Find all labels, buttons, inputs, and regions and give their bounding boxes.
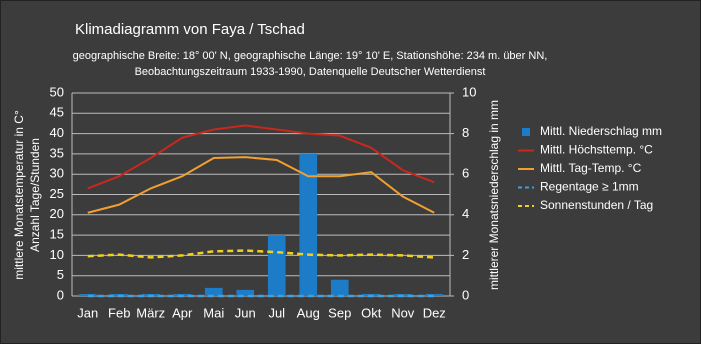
x-tick-label: Dez [423,305,446,320]
bar [267,235,286,296]
x-tick-label: Feb [108,305,130,320]
legend-label: Mittl. Höchsttemp. °C [540,143,653,157]
y-axis-label: Anzahl Tage/Stunden [28,138,42,252]
x-tick-label: Nov [391,305,415,320]
chart-title: Klimadiagramm von Faya / Tschad [75,21,305,38]
y2-tick-label: 4 [462,206,469,221]
x-tick-label: Sep [328,305,351,320]
y-tick-label: 15 [50,227,64,242]
x-tick-label: Jan [77,305,98,320]
y-tick-label: 40 [50,125,64,140]
legend-swatch [522,128,530,136]
line [87,124,435,190]
y-tick-label: 5 [57,267,64,282]
x-tick-label: März [136,305,165,320]
legend-label: Sonnenstunden / Tag [540,198,653,212]
y-tick-label: 45 [50,105,64,120]
subtitle: geographische Breite: 18° 00' N, geograp… [73,50,548,62]
line [87,249,435,259]
y-tick-label: 0 [57,287,64,302]
bar [330,279,349,296]
x-tick-label: Okt [361,305,382,320]
bar [299,153,318,296]
legend-label: Mittl. Tag-Temp. °C [540,161,642,175]
legend-label: Regentage ≥ 1mm [540,180,639,194]
bar [236,289,255,296]
y2-tick-label: 2 [462,247,469,262]
bar [204,287,223,296]
x-tick-label: Mai [203,305,224,320]
y-tick-label: 30 [50,166,64,181]
y-tick-label: 50 [50,84,64,99]
y2-tick-label: 6 [462,166,469,181]
x-tick-label: Jul [268,305,285,320]
y-tick-label: 35 [50,145,64,160]
x-tick-label: Apr [172,305,193,320]
x-tick-label: Aug [297,305,320,320]
y2-tick-label: 8 [462,125,469,140]
y-tick-label: 20 [50,206,64,221]
bar [425,293,444,296]
y-tick-label: 25 [50,186,64,201]
x-tick-label: Jun [235,305,256,320]
y-axis-label: mittlere Monatstemperatur in C° [12,110,26,280]
y2-tick-label: 10 [462,84,476,99]
y2-axis-label: mittlerer Monatsniederschlag in mm [487,100,501,290]
legend-label: Mittl. Niederschlag mm [540,124,662,138]
y-tick-label: 10 [50,247,64,262]
y2-tick-label: 0 [462,287,469,302]
line [87,156,435,214]
subtitle: Beobachtungszeitraum 1933-1990, Datenque… [135,66,486,78]
